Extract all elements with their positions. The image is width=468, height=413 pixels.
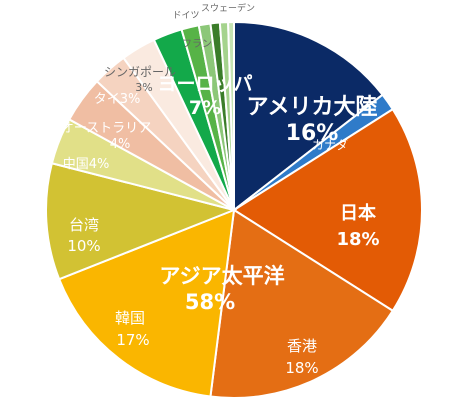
slice-label: ドイツ bbox=[172, 11, 199, 21]
slice-label: 香港 bbox=[287, 337, 317, 355]
group-label: ヨーロッパ bbox=[157, 73, 252, 95]
slice-label: 日本 bbox=[340, 202, 376, 224]
slice-label: 中国4% bbox=[63, 157, 110, 172]
slice-percent-label: 17% bbox=[116, 331, 149, 349]
pie-slice bbox=[227, 20, 235, 211]
group-percent-label: 58% bbox=[185, 290, 235, 314]
slice-label: スウェーデン bbox=[201, 2, 255, 14]
slice-percent-label: 16% bbox=[286, 121, 339, 146]
slice-label: オーストラリア bbox=[61, 121, 151, 136]
pie-slice bbox=[232, 107, 423, 313]
slice-label: フラン bbox=[182, 38, 212, 50]
pie-slice bbox=[233, 20, 384, 213]
slice-percent-label: 10% bbox=[67, 237, 100, 255]
slice-label: タイ3% bbox=[94, 92, 141, 107]
pie-slices bbox=[45, 20, 423, 399]
slice-label: カナダ bbox=[312, 137, 348, 152]
slice-percent-label: 18% bbox=[285, 359, 318, 377]
group-percent-label: 7% bbox=[189, 97, 221, 119]
slice-label: シンガポール bbox=[104, 65, 176, 79]
pie-slice bbox=[57, 208, 236, 398]
pie-slice bbox=[45, 162, 238, 281]
pie-slice bbox=[209, 208, 395, 399]
slice-label: 韓国 bbox=[115, 309, 145, 327]
slice-percent-label: 18% bbox=[336, 229, 379, 250]
slice-percent-label: 4% bbox=[110, 137, 131, 152]
slice-label: 台湾 bbox=[69, 216, 99, 234]
slice-percent-label: 3% bbox=[135, 81, 152, 94]
slice-label: アメリカ大陸 bbox=[247, 94, 378, 120]
group-label: アジア太平洋 bbox=[159, 264, 284, 288]
